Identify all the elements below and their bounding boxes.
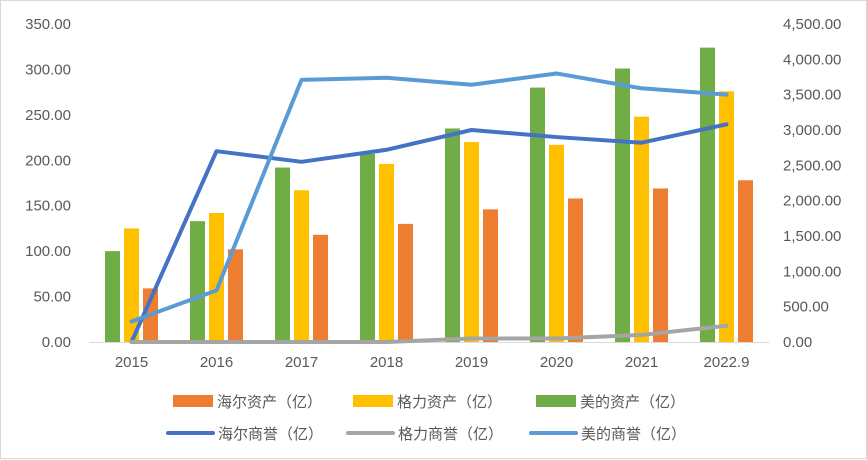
y-right-tick-label: 1,000.00 <box>783 263 841 280</box>
legend-label-1: 海尔资产（亿） <box>217 393 322 411</box>
legend-label-3: 美的资产（亿） <box>580 393 685 411</box>
legend-swatch-bar-3 <box>536 395 576 407</box>
y-right-tick-label: 4,500.00 <box>783 16 841 33</box>
x-tick-label-2020: 2020 <box>540 354 573 371</box>
y-right-tick-label: 4,000.00 <box>783 51 841 68</box>
bar--ffc000-2019 <box>464 142 479 342</box>
bar--ed7d31-2020 <box>568 198 583 342</box>
bar--70ad47-2018 <box>360 153 375 342</box>
bar--ffc000-2018 <box>379 163 394 342</box>
y-left-tick-label: 150.00 <box>25 198 71 215</box>
bar--70ad47-2022.9 <box>700 47 715 342</box>
legend-label-6: 美的商誉（亿） <box>581 425 686 443</box>
y-right-tick-label: 0.00 <box>783 334 812 351</box>
bar--ffc000-2016 <box>209 212 224 342</box>
x-tick-label-2015: 2015 <box>115 354 148 371</box>
y-left-tick-label: 250.00 <box>25 107 71 124</box>
bar--ed7d31-2018 <box>398 223 413 342</box>
bar--70ad47-2020 <box>530 87 545 342</box>
bar--ffc000-2021 <box>634 116 649 342</box>
bar--ed7d31-2022.9 <box>738 180 753 342</box>
legend-swatch-bar-2 <box>353 395 393 407</box>
bar--70ad47-2015 <box>105 251 120 342</box>
bar--70ad47-2016 <box>190 221 205 342</box>
y-right-tick-label: 500.00 <box>783 299 829 316</box>
y-right-tick-label: 3,000.00 <box>783 122 841 139</box>
bar--70ad47-2021 <box>615 68 630 343</box>
bar--ed7d31-2017 <box>313 234 328 342</box>
legend-label-5: 格力商誉（亿） <box>398 425 503 443</box>
bar--ed7d31-2019 <box>483 209 498 342</box>
bar--70ad47-2019 <box>445 128 460 342</box>
x-tick-label-2018: 2018 <box>370 354 403 371</box>
y-left-tick-label: 200.00 <box>25 152 71 169</box>
bar--ffc000-2017 <box>294 190 309 342</box>
y-right-tick-label: 2,000.00 <box>783 193 841 210</box>
y-right-tick-label: 1,500.00 <box>783 228 841 245</box>
bar--ffc000-2020 <box>549 144 564 342</box>
x-tick-label-2017: 2017 <box>285 354 318 371</box>
y-left-tick-label: 100.00 <box>25 243 71 260</box>
x-tick-label-2021: 2021 <box>625 354 658 371</box>
line-series-1 <box>129 122 729 344</box>
bar--ed7d31-2016 <box>228 249 243 342</box>
bar--70ad47-2017 <box>275 167 290 342</box>
legend-swatch-bar-1 <box>173 395 213 407</box>
y-left-tick-label: 0.00 <box>42 334 71 351</box>
line-series-3 <box>129 71 729 324</box>
y-left-tick-label: 300.00 <box>25 61 71 78</box>
legend-label-4: 海尔商誉（亿） <box>218 425 323 443</box>
y-left-tick-label: 350.00 <box>25 16 71 33</box>
x-tick-label-2022.9: 2022.9 <box>704 354 750 371</box>
line-series-2 <box>129 323 729 344</box>
legend-label-2: 格力资产（亿） <box>397 393 502 411</box>
bar--ffc000-2022.9 <box>719 91 734 342</box>
bar--ffc000-2015 <box>124 228 139 342</box>
x-tick-label-2019: 2019 <box>455 354 488 371</box>
y-right-tick-label: 3,500.00 <box>783 87 841 104</box>
y-left-tick-label: 50.00 <box>33 289 71 306</box>
bar--ed7d31-2021 <box>653 188 668 342</box>
x-tick-label-2016: 2016 <box>200 354 233 371</box>
y-right-tick-label: 2,500.00 <box>783 157 841 174</box>
